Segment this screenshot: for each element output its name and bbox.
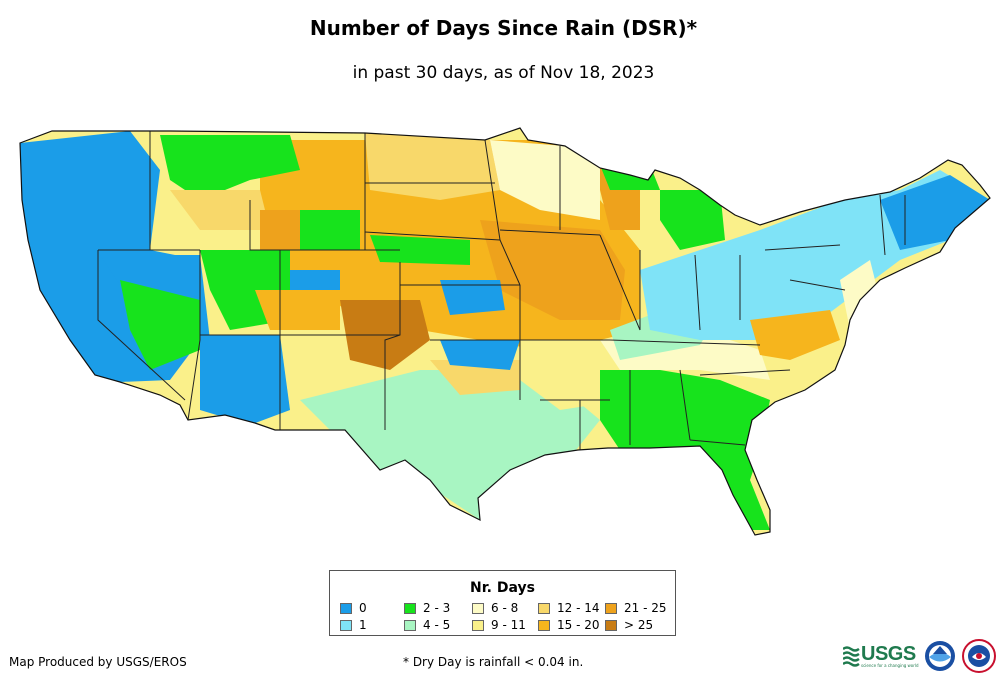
border-line <box>699 369 791 376</box>
state-borders <box>97 131 906 450</box>
border-line <box>97 250 186 401</box>
legend-label: 15 - 20 <box>557 618 600 632</box>
legend-label: 9 - 11 <box>491 618 526 632</box>
legend-item-5: 9 - 11 <box>472 618 526 632</box>
border-line <box>689 439 746 446</box>
legend-item-0: 0 <box>340 601 367 615</box>
legend-item-2: 2 - 3 <box>404 601 450 615</box>
border-line <box>694 254 701 331</box>
legend-item-8: 21 - 25 <box>605 601 667 615</box>
region-fill <box>880 175 990 250</box>
region-fill <box>170 190 270 230</box>
region-fill <box>300 210 360 250</box>
legend-item-1: 1 <box>340 618 367 632</box>
legend-label: > 25 <box>624 618 654 632</box>
region-fill <box>120 280 200 370</box>
legend-item-7: 15 - 20 <box>538 618 600 632</box>
border-line <box>499 229 601 236</box>
usgs-logo: USGS science for a changing world <box>843 643 919 669</box>
border-line <box>879 194 886 256</box>
legend-swatch <box>605 620 617 631</box>
legend-swatch <box>404 603 416 614</box>
border-line <box>384 262 401 430</box>
usgs-wave-icon <box>843 646 860 667</box>
border-line <box>679 369 691 441</box>
legend-swatch <box>538 603 550 614</box>
legend-item-6: 12 - 14 <box>538 601 600 615</box>
usgs-logo-text: USGS <box>861 643 916 665</box>
dsr-color-regions <box>20 128 990 535</box>
region-fill <box>520 340 625 410</box>
region-fill <box>260 210 300 250</box>
legend-swatch <box>340 603 352 614</box>
legend-label: 4 - 5 <box>423 618 451 632</box>
credit-text: Map Produced by USGS/EROS <box>9 655 187 669</box>
border-line <box>789 279 846 291</box>
legend-swatch <box>605 603 617 614</box>
region-fill <box>440 280 505 315</box>
legend-item-3: 4 - 5 <box>404 618 450 632</box>
legend-item-4: 6 - 8 <box>472 601 518 615</box>
region-fill <box>365 133 500 200</box>
region-fill <box>490 140 600 220</box>
legend-swatch <box>472 620 484 631</box>
border-line <box>599 234 641 331</box>
region-fill <box>840 260 880 330</box>
footnote-text: * Dry Day is rainfall < 0.04 in. <box>403 655 584 669</box>
border-line <box>484 139 521 286</box>
legend-label: 21 - 25 <box>624 601 667 615</box>
legend-swatch <box>404 620 416 631</box>
legend-label: 6 - 8 <box>491 601 519 615</box>
region-fill <box>160 135 300 200</box>
legend-label: 1 <box>359 618 367 632</box>
legend-label: 0 <box>359 601 367 615</box>
border-line <box>764 244 841 251</box>
legend-swatch <box>538 620 550 631</box>
legend-label: 2 - 3 <box>423 601 451 615</box>
map-legend: Nr. Days 0 1 2 - 3 4 - 5 6 - 8 9 - 11 12… <box>329 570 676 636</box>
region-fill <box>600 165 660 190</box>
border-line <box>364 231 501 241</box>
region-fill <box>200 335 290 425</box>
map-title: Number of Days Since Rain (DSR)* <box>309 16 698 40</box>
legend-title: Nr. Days <box>470 580 535 596</box>
legend-item-9: > 25 <box>605 618 653 632</box>
legend-swatch <box>472 603 484 614</box>
usgs-logo-tagline: science for a changing world <box>861 663 919 668</box>
noaa-logo-icon <box>925 641 955 671</box>
border-line <box>609 339 761 346</box>
border-line <box>187 250 201 421</box>
region-fill <box>370 235 470 265</box>
legend-swatch <box>340 620 352 631</box>
region-fill <box>440 340 520 370</box>
map-subtitle: in past 30 days, as of Nov 18, 2023 <box>352 63 655 83</box>
nws-logo-icon <box>962 639 996 673</box>
border-line <box>249 200 400 251</box>
region-fill <box>750 310 840 360</box>
region-fill <box>255 290 340 330</box>
region-fill <box>480 220 625 320</box>
region-fill <box>660 190 725 250</box>
legend-label: 12 - 14 <box>557 601 600 615</box>
us-dsr-map <box>19 127 991 536</box>
